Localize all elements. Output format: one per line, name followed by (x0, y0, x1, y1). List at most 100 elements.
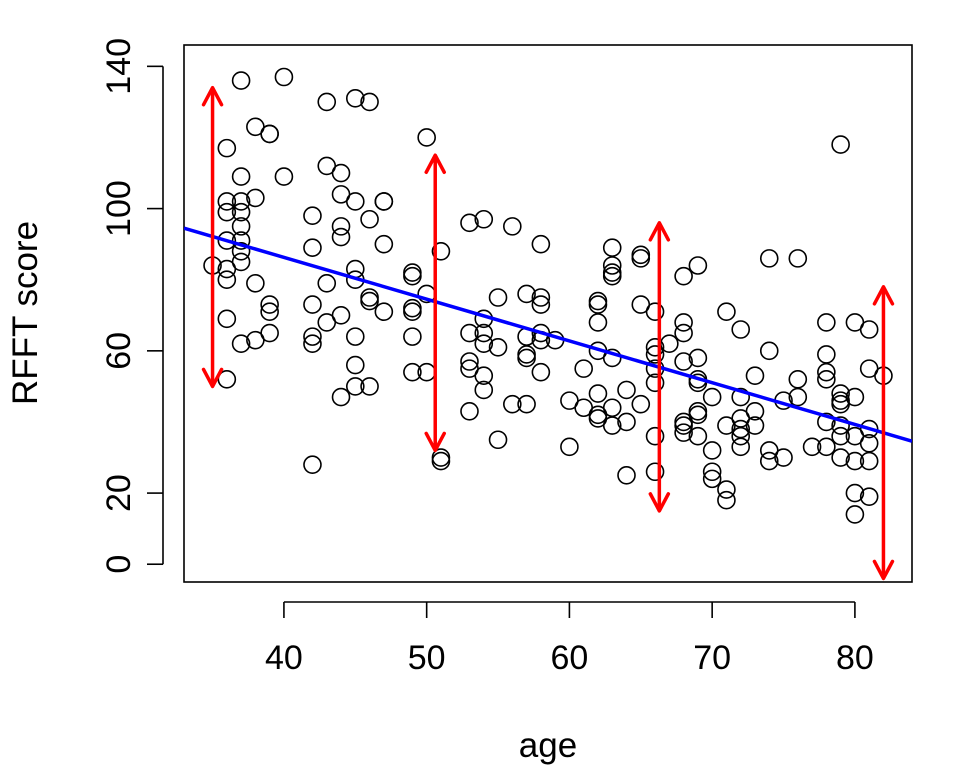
data-point (474, 209, 494, 229)
data-point (674, 416, 693, 435)
data-point (831, 448, 850, 467)
data-point (403, 362, 422, 382)
data-point (645, 462, 665, 482)
data-point (431, 241, 451, 261)
data-point (817, 345, 836, 364)
regression-line (184, 226, 912, 443)
data-point (859, 451, 879, 471)
arrow-head-top (201, 85, 224, 107)
data-point (360, 209, 379, 229)
data-point (488, 430, 508, 450)
data-point (645, 345, 665, 364)
data-point (845, 483, 865, 503)
data-point (674, 323, 693, 343)
data-point (859, 320, 879, 339)
data-point (831, 426, 850, 446)
data-point (759, 249, 779, 268)
data-point (859, 487, 879, 506)
data-point (331, 163, 351, 183)
double-arrow (872, 285, 895, 581)
data-point (602, 266, 622, 286)
data-point (702, 469, 722, 489)
data-point (859, 419, 879, 439)
data-point (759, 451, 779, 471)
arrow-head-top (872, 285, 895, 306)
data-point (645, 337, 665, 357)
data-point (217, 192, 237, 211)
x-axis-label: age (519, 726, 577, 765)
data-point (417, 128, 436, 147)
data-point (331, 227, 351, 247)
data-point (331, 305, 351, 325)
data-point (588, 313, 608, 332)
data-point (745, 416, 765, 435)
data-point (688, 348, 708, 368)
data-point (331, 387, 351, 407)
data-point (503, 217, 522, 236)
data-point (645, 426, 665, 446)
data-point (345, 327, 365, 346)
data-point (702, 462, 722, 482)
double-arrow (424, 153, 446, 453)
data-point (374, 192, 394, 211)
data-point (517, 348, 536, 368)
x-tick-label: 60 (550, 639, 588, 677)
data-point (217, 202, 237, 222)
data-point (360, 377, 379, 396)
data-point (602, 398, 622, 418)
y-tick-label: 140 (100, 38, 138, 95)
data-point (774, 448, 793, 467)
plot-frame (183, 44, 913, 583)
y-tick-label: 60 (100, 332, 138, 370)
data-point (374, 234, 394, 254)
data-point (645, 373, 665, 393)
data-point (260, 302, 279, 322)
data-point (831, 416, 850, 435)
data-point (460, 401, 479, 421)
data-point (517, 345, 536, 364)
data-point (217, 270, 237, 290)
data-point (817, 437, 836, 457)
data-point (217, 309, 237, 329)
data-point (303, 295, 322, 314)
data-point (303, 334, 322, 354)
data-point (474, 366, 494, 386)
data-point (303, 238, 322, 258)
data-point (303, 327, 322, 346)
data-point (674, 313, 693, 332)
data-point (360, 92, 379, 112)
data-point (360, 291, 379, 311)
data-point (488, 288, 508, 307)
double-arrow (201, 85, 224, 389)
data-point (531, 362, 551, 382)
data-point (303, 206, 322, 226)
range-arrows (201, 85, 895, 581)
data-point (788, 369, 808, 389)
data-point (474, 334, 494, 354)
data-point (845, 387, 865, 407)
data-point (731, 387, 751, 407)
data-point (217, 138, 237, 158)
data-point (374, 302, 394, 322)
data-point (631, 249, 651, 268)
axes: 40 50 60 70 80 0 20 60 100 140 (100, 38, 874, 677)
data-point (403, 263, 422, 282)
data-point (731, 320, 751, 339)
data-point (717, 480, 736, 499)
data-point (531, 295, 551, 314)
data-point (674, 352, 693, 371)
arrow-head-top (648, 221, 671, 242)
x-tick-label: 80 (836, 639, 874, 677)
data-point (403, 266, 422, 286)
data-point (588, 384, 608, 403)
data-points (203, 67, 893, 524)
arrow-head-bottom (872, 559, 895, 581)
data-point (688, 373, 708, 393)
data-point (717, 490, 736, 510)
data-point (817, 362, 836, 382)
data-point (231, 167, 251, 186)
data-point (231, 334, 251, 354)
data-point (517, 284, 536, 304)
data-point (231, 192, 251, 211)
